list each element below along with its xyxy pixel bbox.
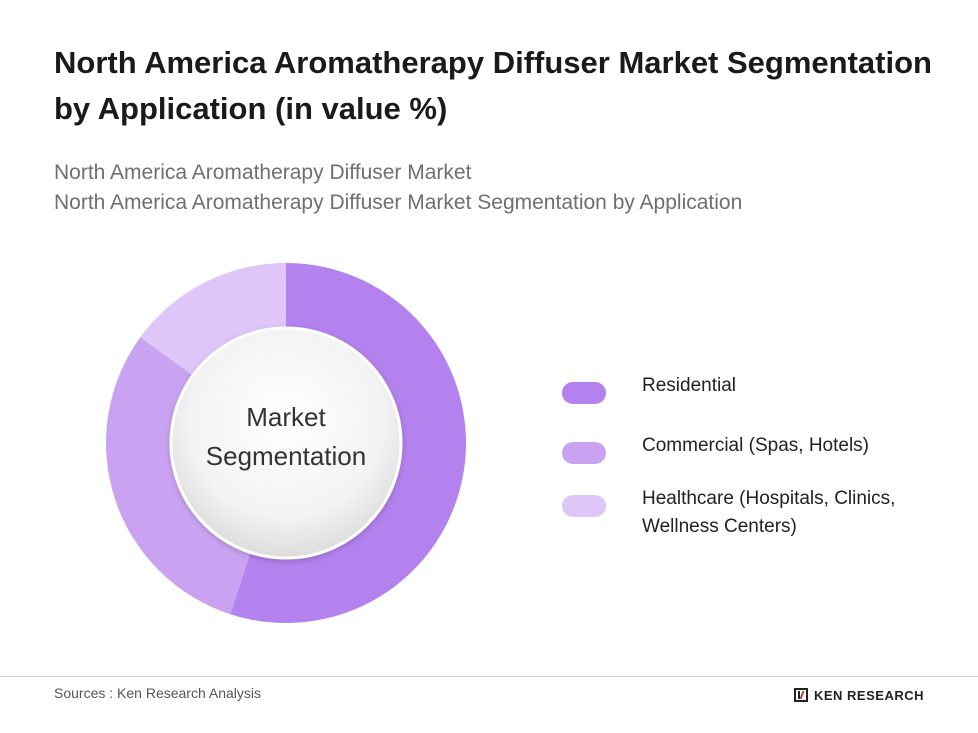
legend-label: Healthcare (Hospitals, Clinics, Wellness … [642, 485, 962, 541]
legend-label: Residential [642, 372, 962, 400]
center-label-line-2: Segmentation [205, 441, 367, 471]
brand-name: KEN RESEARCH [813, 687, 924, 703]
donut-center [169, 326, 403, 560]
donut-slice-3 [140, 263, 286, 379]
legend-label-line: Commercial (Spas, Hotels) [642, 435, 869, 456]
center-label: Market Segmentation [186, 398, 386, 476]
brand-logo: KEN RESEARCH [793, 686, 924, 704]
legend-label: Commercial (Spas, Hotels) [642, 432, 962, 460]
legend-swatch [562, 382, 606, 404]
subtitle-line-2: North America Aromatherapy Diffuser Mark… [54, 191, 743, 214]
donut-svg [105, 263, 466, 623]
footer-divider [0, 676, 978, 677]
legend-swatch [562, 495, 606, 517]
donut-slice-1 [230, 263, 466, 623]
donut-chart: Market Segmentation [96, 253, 476, 633]
source-note: Sources : Ken Research Analysis [54, 685, 261, 701]
legend-swatch [562, 442, 606, 464]
legend-label-line: Healthcare (Hospitals, Clinics, [642, 488, 896, 509]
ken-research-logo-icon [793, 688, 808, 702]
legend-label-line: Residential [642, 375, 736, 396]
center-label-line-1: Market [246, 402, 326, 432]
subtitle: North America Aromatherapy Diffuser Mark… [54, 158, 954, 218]
legend-label-line: Wellness Centers) [642, 516, 797, 537]
chart-title: North America Aromatherapy Diffuser Mark… [54, 45, 932, 126]
subtitle-line-1: North America Aromatherapy Diffuser Mark… [54, 161, 472, 184]
